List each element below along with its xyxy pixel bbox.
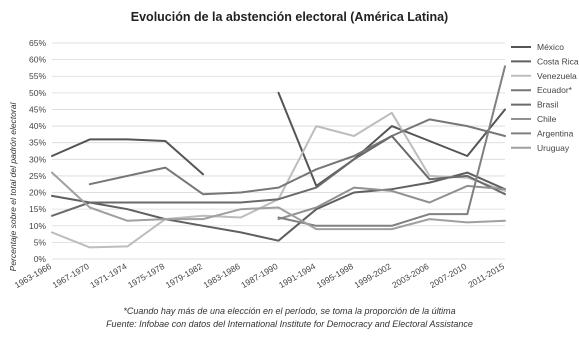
- x-tick-label: 1995-1998: [315, 261, 355, 290]
- legend-label: Costa Rica: [537, 56, 579, 66]
- legend-label: Uruguay: [537, 143, 570, 153]
- y-tick-label: 5%: [34, 237, 47, 247]
- y-tick-label: 10%: [29, 221, 46, 231]
- legend-label: Venezuela: [537, 71, 577, 81]
- series-line-1: [51, 171, 506, 242]
- y-tick-label: 50%: [29, 88, 46, 98]
- y-tick-label: 15%: [29, 204, 46, 214]
- x-tick-label: 2003-2006: [390, 261, 430, 290]
- x-tick-label: 1983-1986: [202, 261, 242, 290]
- y-tick-label: 65%: [29, 38, 46, 48]
- legend-label: Chile: [537, 114, 557, 124]
- x-tick-label: 2011-2015: [466, 261, 506, 290]
- x-tick-label: 1975-1978: [126, 261, 166, 290]
- series-line-0: [51, 91, 506, 187]
- x-tick-label: 1979-1982: [164, 261, 204, 290]
- x-tick-label: 1971-1974: [88, 261, 128, 290]
- y-axis-label: Percentaje sobre el total del padrón ele…: [8, 102, 18, 272]
- legend-label: México: [537, 42, 564, 52]
- grid-lines: [52, 42, 505, 260]
- y-tick-label: 25%: [29, 171, 46, 181]
- y-axis-ticks: 0% 5% 10% 15% 20% 25% 30% 35% 40% 45% 50% 55% 60% 65%: [29, 38, 46, 264]
- y-tick-label: 35%: [29, 138, 46, 148]
- y-tick-label: 0%: [34, 254, 47, 264]
- x-tick-label: 1999-2002: [353, 261, 393, 290]
- series-line-4: [51, 135, 506, 217]
- x-tick-label: 1967-1970: [51, 261, 91, 290]
- x-axis-ticks: 1963-19661967-19701971-19741975-19781979…: [13, 261, 506, 290]
- y-tick-label: 60%: [29, 55, 46, 65]
- legend: México Costa Rica Venezuela Ecuador* Brasil C…: [511, 42, 579, 153]
- series-line-5: [277, 184, 506, 221]
- y-tick-label: 20%: [29, 188, 46, 198]
- footnote: *Cuando hay más de una elección en el pe…: [123, 306, 456, 316]
- x-tick-label: 2007-2010: [428, 261, 468, 290]
- series-line-7: [51, 171, 506, 231]
- y-tick-label: 55%: [29, 71, 46, 81]
- legend-label: Argentina: [537, 128, 574, 138]
- legend-label: Ecuador*: [537, 85, 573, 95]
- series-line-3: [88, 118, 506, 196]
- y-tick-label: 45%: [29, 104, 46, 114]
- legend-label: Brasil: [537, 100, 558, 110]
- chart-title: Evolución de la abstención electoral (Am…: [130, 10, 449, 24]
- series-line-6: [277, 65, 506, 227]
- y-tick-label: 30%: [29, 154, 46, 164]
- x-tick-label: 1963-1966: [13, 261, 53, 290]
- source-note: Fuente: Infobae con datos del Internatio…: [106, 319, 473, 329]
- series-lines: [51, 65, 506, 249]
- x-tick-label: 1987-1990: [239, 261, 279, 290]
- x-tick-label: 1991-1994: [277, 261, 317, 290]
- y-tick-label: 40%: [29, 121, 46, 131]
